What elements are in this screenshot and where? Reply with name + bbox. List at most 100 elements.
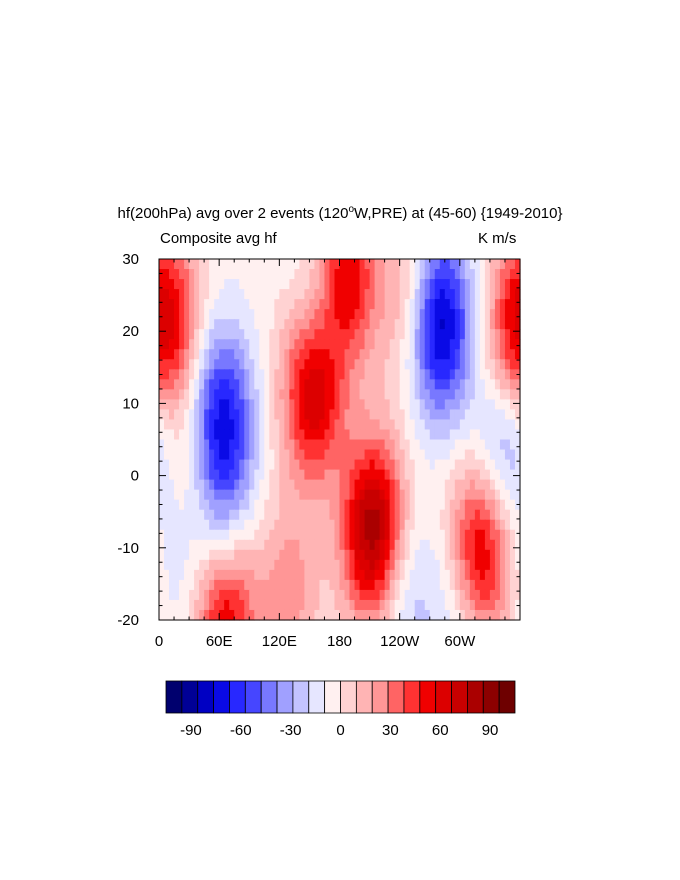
field-cell — [464, 409, 471, 421]
field-cell — [494, 339, 501, 350]
field-cell — [514, 499, 521, 511]
field-cell — [189, 469, 195, 481]
field-cell — [339, 559, 346, 571]
field-cell — [399, 289, 406, 300]
field-cell — [329, 469, 336, 481]
colorbar-box — [467, 680, 484, 714]
field-cell — [374, 259, 381, 270]
field-cell — [384, 559, 391, 571]
field-cell — [344, 569, 351, 581]
field-cell — [184, 409, 190, 421]
field-cell — [219, 329, 225, 340]
field-cell — [494, 529, 501, 541]
field-cell — [219, 439, 225, 451]
field-cell — [224, 519, 230, 531]
field-cell — [499, 509, 506, 521]
field-cell — [279, 349, 285, 360]
field-cell — [424, 569, 431, 581]
field-cell — [244, 299, 250, 310]
field-cell — [184, 389, 190, 400]
field-cell — [324, 429, 331, 441]
field-cell — [229, 389, 235, 400]
field-cell — [434, 289, 441, 300]
field-cell — [219, 389, 225, 400]
field-cell — [494, 379, 501, 390]
field-cell — [224, 449, 230, 461]
field-cell — [429, 429, 436, 441]
field-cell — [159, 569, 165, 581]
field-cell — [234, 529, 240, 541]
field-cell — [339, 459, 346, 471]
field-cell — [354, 299, 361, 310]
field-cell — [314, 339, 321, 350]
field-cell — [334, 519, 341, 531]
field-cell — [424, 459, 431, 471]
field-cell — [474, 589, 481, 601]
field-cell — [224, 569, 230, 581]
field-cell — [259, 339, 265, 350]
field-cell — [509, 599, 516, 611]
field-cell — [419, 379, 426, 390]
field-cell — [514, 509, 521, 521]
field-cell — [399, 469, 406, 481]
field-cell — [304, 369, 311, 380]
field-cell — [404, 439, 411, 451]
field-cell — [434, 419, 441, 431]
field-cell — [279, 539, 285, 551]
field-cell — [254, 509, 260, 521]
field-cell — [434, 369, 441, 380]
field-cell — [369, 359, 376, 370]
field-cell — [354, 479, 361, 491]
field-cell — [344, 599, 351, 611]
field-cell — [444, 309, 451, 320]
field-cell — [159, 359, 165, 370]
field-cell — [374, 429, 381, 441]
field-cell — [389, 479, 396, 491]
field-cell — [424, 429, 431, 441]
field-cell — [444, 429, 451, 441]
field-cell — [324, 339, 331, 350]
field-cell — [369, 479, 376, 491]
field-cell — [409, 409, 416, 421]
field-cell — [329, 339, 336, 350]
field-cell — [334, 479, 341, 491]
field-cell — [349, 549, 356, 561]
field-cell — [509, 609, 516, 621]
field-cell — [349, 399, 356, 411]
field-cell — [419, 319, 426, 330]
field-cell — [479, 409, 486, 421]
field-cell — [279, 299, 285, 310]
field-cell — [369, 429, 376, 441]
field-cell — [169, 439, 175, 451]
field-cell — [324, 569, 331, 581]
field-cell — [349, 259, 356, 270]
field-cell — [179, 299, 185, 310]
field-cell — [394, 569, 401, 581]
field-cell — [434, 609, 441, 621]
field-cell — [369, 599, 376, 611]
field-cell — [379, 259, 386, 270]
field-cell — [374, 399, 381, 411]
field-cell — [394, 359, 401, 370]
field-cell — [264, 539, 270, 551]
field-cell — [509, 549, 516, 561]
field-cell — [209, 569, 215, 581]
field-cell — [304, 359, 311, 370]
field-cell — [274, 359, 280, 370]
field-cell — [229, 379, 235, 390]
field-cell — [294, 369, 300, 380]
field-cell — [399, 359, 406, 370]
field-cell — [324, 309, 331, 320]
field-cell — [314, 439, 321, 451]
field-cell — [404, 519, 411, 531]
field-cell — [419, 559, 426, 571]
field-cell — [209, 549, 215, 561]
field-cell — [374, 569, 381, 581]
field-cell — [209, 429, 215, 441]
field-cell — [379, 329, 386, 340]
field-cell — [299, 409, 306, 421]
field-cell — [389, 269, 396, 280]
field-cell — [229, 469, 235, 481]
field-cell — [494, 449, 501, 461]
field-cell — [299, 329, 306, 340]
